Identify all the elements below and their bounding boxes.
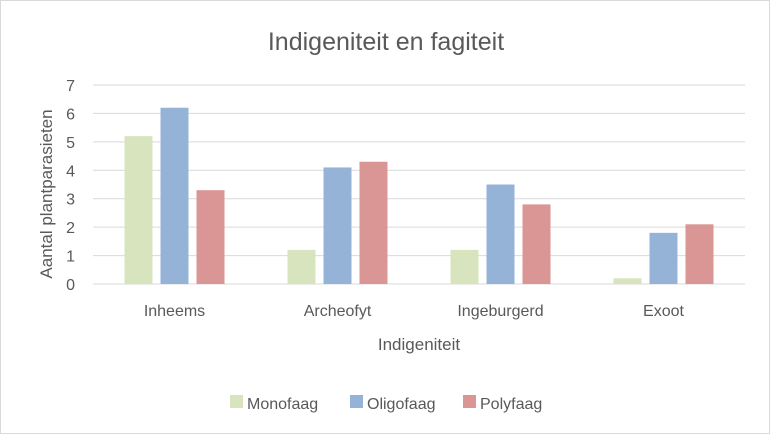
legend-label-monofaag: Monofaag: [247, 396, 318, 413]
bar-oligofaag-ingeburgerd: [486, 184, 515, 284]
y-tick-label: 6: [66, 106, 75, 123]
bar-monofaag-inheems: [124, 136, 153, 284]
bar-monofaag-archeofyt: [287, 249, 316, 284]
bar-monofaag-ingeburgerd: [450, 249, 479, 284]
bar-polyfaag-exoot: [685, 224, 714, 284]
x-tick-labels: Inheems Archeofyt Ingeburgerd Exoot: [144, 303, 685, 320]
y-tick-label: 7: [66, 78, 75, 95]
bar-oligofaag-exoot: [649, 232, 678, 284]
bar-polyfaag-inheems: [196, 190, 225, 284]
x-tick-label: Archeofyt: [304, 303, 372, 320]
x-axis-label: Indigeniteit: [378, 335, 461, 354]
x-tick-label: Exoot: [643, 303, 684, 320]
y-axis-label: Aantal plantparasieten: [37, 109, 56, 278]
x-tick-label: Ingeburgerd: [457, 303, 543, 320]
y-tick-label: 1: [66, 249, 75, 266]
y-tick-label: 2: [66, 220, 75, 237]
bar-oligofaag-archeofyt: [323, 167, 352, 284]
bar-monofaag-exoot: [613, 278, 642, 284]
legend-swatch-monofaag: [230, 395, 243, 408]
bar-polyfaag-archeofyt: [359, 161, 388, 284]
y-tick-label: 0: [66, 277, 75, 294]
legend-swatch-polyfaag: [463, 395, 476, 408]
chart-title: Indigeniteit en fagiteit: [268, 28, 504, 56]
y-tick-label: 5: [66, 135, 75, 152]
legend-swatch-oligofaag: [350, 395, 363, 408]
x-tick-label: Inheems: [144, 303, 205, 320]
bars: [124, 107, 714, 284]
bar-oligofaag-inheems: [160, 107, 189, 284]
legend: Monofaag Oligofaag Polyfaag: [230, 395, 542, 413]
y-tick-labels: 0 1 2 3 4 5 6 7: [66, 78, 75, 294]
bar-polyfaag-ingeburgerd: [522, 204, 551, 284]
gridlines: [93, 84, 745, 285]
y-tick-label: 4: [66, 163, 75, 180]
y-tick-label: 3: [66, 192, 75, 209]
legend-label-oligofaag: Oligofaag: [367, 396, 436, 413]
legend-label-polyfaag: Polyfaag: [480, 396, 542, 413]
